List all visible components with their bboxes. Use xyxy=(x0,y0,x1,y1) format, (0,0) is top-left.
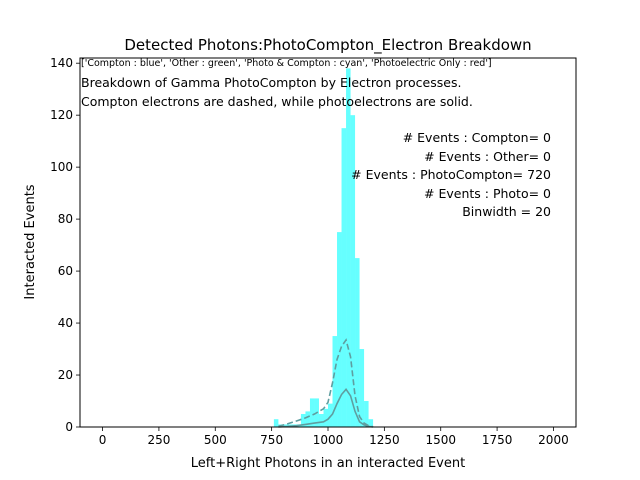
description-line-2: Compton electrons are dashed, while phot… xyxy=(81,94,473,109)
y-tick-label-140: 140 xyxy=(50,56,73,70)
stats-other: # Events : Other= 0 xyxy=(424,149,551,164)
y-tick-label-40: 40 xyxy=(58,316,73,330)
histogram-bar-8 xyxy=(309,398,315,427)
y-axis-label: Interacted Events xyxy=(23,184,38,299)
histogram-bar-12 xyxy=(328,403,333,427)
y-tick-label-80: 80 xyxy=(58,212,73,226)
chart-title: Detected Photons:PhotoCompton_Electron B… xyxy=(124,36,531,55)
x-tick-label-500: 500 xyxy=(204,433,227,447)
x-tick-label-750: 750 xyxy=(260,433,283,447)
histogram-bar-15 xyxy=(341,128,347,427)
y-tick-label-100: 100 xyxy=(50,160,73,174)
histogram-bar-11 xyxy=(323,408,328,427)
x-axis-label: Left+Right Photons in an interacted Even… xyxy=(191,456,465,471)
histogram-bar-17 xyxy=(350,115,356,428)
x-tick-label-1500: 1500 xyxy=(425,433,456,447)
histogram-bar-19 xyxy=(359,349,365,427)
color-legend-text: ['Compton : blue', 'Other : green', 'Pho… xyxy=(81,58,492,69)
x-tick-label-1250: 1250 xyxy=(369,433,400,447)
y-tick-label-0: 0 xyxy=(65,420,73,434)
histogram-bar-7 xyxy=(305,411,310,427)
x-tick-label-0: 0 xyxy=(99,433,107,447)
histogram-bar-10 xyxy=(318,414,324,427)
stats-photo: # Events : Photo= 0 xyxy=(424,186,551,201)
y-tick-label-120: 120 xyxy=(50,108,73,122)
histogram-bar-13 xyxy=(332,336,338,427)
histogram-bar-18 xyxy=(355,258,360,427)
x-tick-label-1750: 1750 xyxy=(482,433,513,447)
histogram-bar-21 xyxy=(368,419,374,427)
histogram-bar-14 xyxy=(337,232,342,427)
x-tick-label-1000: 1000 xyxy=(313,433,344,447)
stats-photocompton: # Events : PhotoCompton= 720 xyxy=(351,167,551,182)
histogram-bar-16 xyxy=(346,68,351,427)
y-axis-ticks: 0 20 40 60 80 100 120 140 xyxy=(50,56,80,434)
description-line-1: Breakdown of Gamma PhotoCompton by Elect… xyxy=(81,75,461,90)
x-tick-label-2000: 2000 xyxy=(538,433,569,447)
histogram-bar-6 xyxy=(300,414,306,427)
x-tick-label-250: 250 xyxy=(147,433,170,447)
y-tick-label-60: 60 xyxy=(58,264,73,278)
stats-compton: # Events : Compton= 0 xyxy=(403,130,551,145)
photoelectron-curve xyxy=(278,388,374,428)
plot-area xyxy=(273,68,374,428)
histogram-bar-20 xyxy=(364,401,369,427)
histogram-bar-2 xyxy=(282,424,288,427)
x-axis-ticks: 0 250 500 750 1000 1250 1500 1750 2000 xyxy=(99,427,569,447)
histogram-bar-0 xyxy=(273,419,279,427)
y-tick-label-20: 20 xyxy=(58,368,73,382)
compton-curve xyxy=(278,338,374,428)
stats-binwidth: Binwidth = 20 xyxy=(462,204,551,219)
